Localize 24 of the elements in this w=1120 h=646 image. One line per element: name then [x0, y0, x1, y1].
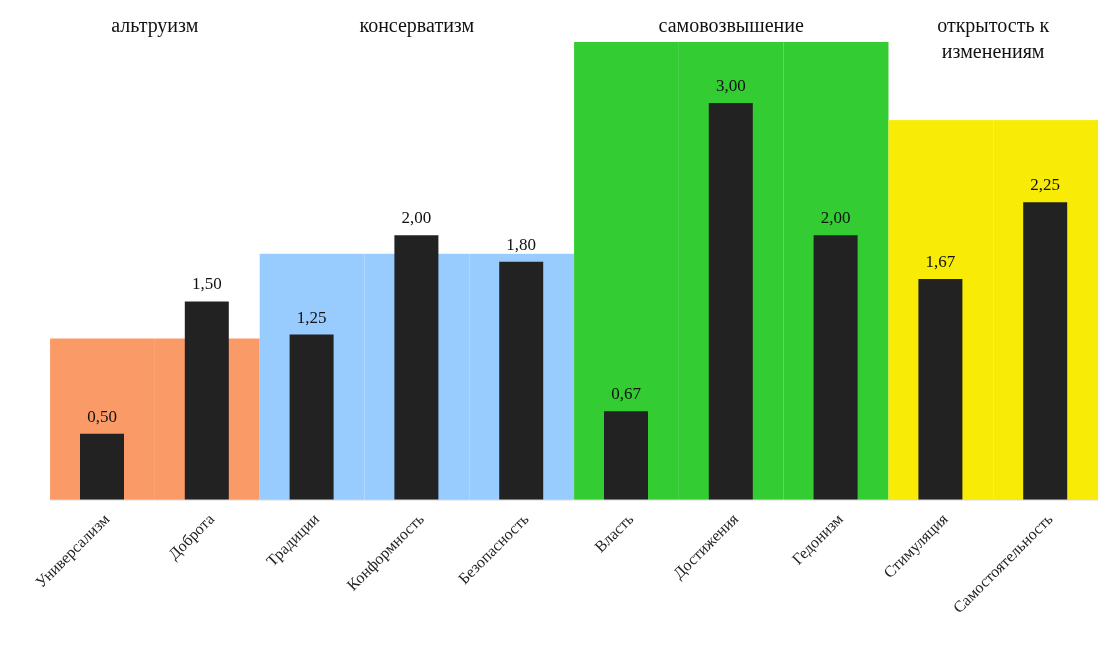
bar	[708, 102, 753, 500]
bar	[80, 433, 124, 500]
data-label: 2,00	[820, 208, 851, 228]
data-label: 2,25	[1030, 175, 1061, 195]
data-label: 0,50	[87, 406, 117, 426]
bar	[289, 334, 334, 500]
bar	[813, 235, 858, 500]
text: альтруизм	[110, 13, 200, 38]
data-label: 1,67	[925, 251, 956, 271]
data-label: 1,80	[506, 234, 537, 254]
bar	[604, 411, 648, 500]
bar	[394, 235, 439, 500]
bar	[918, 278, 963, 500]
text: консерватизм	[358, 13, 476, 38]
data-label: 2,00	[401, 208, 432, 228]
data-label: 1,50	[191, 274, 222, 294]
bar	[184, 301, 229, 500]
text: самовозвышение	[657, 13, 805, 38]
data-label: 0,67	[611, 384, 642, 404]
bar	[1023, 202, 1068, 500]
bar	[499, 261, 544, 500]
data-label: 3,00	[715, 75, 746, 95]
data-label: 1,25	[296, 307, 327, 327]
annotation: открытость к изменениям	[936, 13, 1051, 64]
